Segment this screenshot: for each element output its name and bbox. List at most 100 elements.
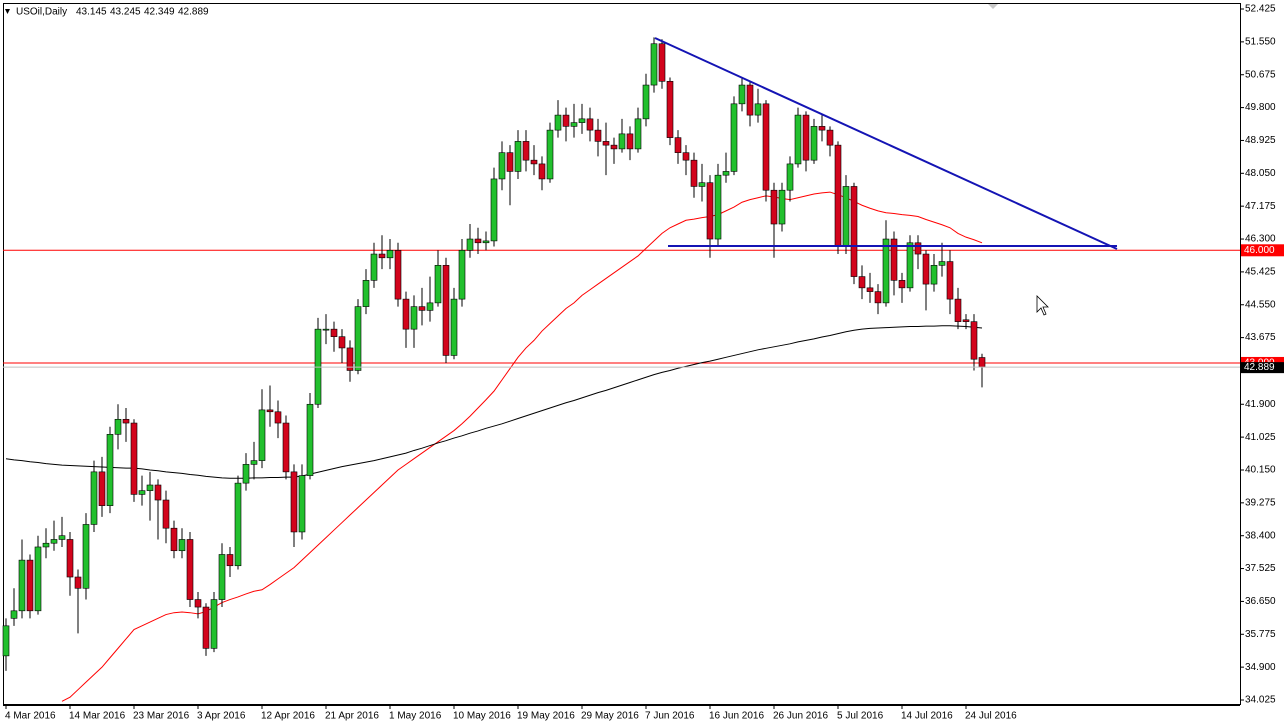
- x-tick-label: 7 Jun 2016: [645, 711, 695, 722]
- candle-body: [810, 126, 818, 161]
- candle-body: [146, 484, 154, 491]
- candle-body: [802, 114, 810, 161]
- candle-body: [34, 546, 42, 612]
- y-tick-label: 45.425: [1245, 267, 1276, 278]
- y-tick-label: 46.300: [1245, 234, 1276, 245]
- candle-body: [274, 411, 282, 424]
- x-tick-label: 29 May 2016: [581, 711, 639, 722]
- candle-body: [482, 240, 490, 244]
- candle-body: [586, 118, 594, 131]
- candle-body: [466, 238, 474, 251]
- y-tick-label: 38.400: [1245, 530, 1276, 541]
- candle-body: [618, 133, 626, 150]
- candle-body: [122, 418, 130, 424]
- candle-body: [634, 118, 642, 150]
- x-tick-label: 26 Jun 2016: [773, 711, 828, 722]
- candle-body: [594, 129, 602, 142]
- candle-body: [682, 152, 690, 161]
- y-tick-label: 39.275: [1245, 497, 1276, 508]
- candle-body: [266, 409, 274, 413]
- y-tick-label: 34.900: [1245, 662, 1276, 673]
- candle-body: [642, 84, 650, 120]
- candle-body: [922, 253, 930, 285]
- candle-body: [722, 171, 730, 176]
- candle-body: [74, 576, 82, 589]
- y-tick-label: 41.900: [1245, 399, 1276, 410]
- candle-body: [874, 291, 882, 304]
- candle-body: [170, 527, 178, 552]
- candle-body: [178, 539, 186, 552]
- candle-body: [698, 182, 706, 187]
- y-tick-label: 48.050: [1245, 168, 1276, 179]
- level-tag-label: 46.000: [1244, 245, 1275, 256]
- candle-body: [626, 133, 634, 150]
- candle-body: [666, 81, 674, 138]
- candle-body: [546, 129, 554, 180]
- moving-average: [5, 325, 983, 479]
- candle-body: [114, 418, 122, 435]
- candle-body: [82, 524, 90, 589]
- candle-body: [522, 141, 530, 161]
- candle-body: [538, 163, 546, 180]
- x-tick-label: 3 Apr 2016: [197, 711, 246, 722]
- cursor: [1036, 295, 1049, 316]
- candle-body: [754, 103, 762, 116]
- candle-body: [602, 141, 610, 146]
- candle-body: [18, 559, 26, 612]
- candle-body: [218, 554, 226, 600]
- symbol-title: USOil,Daily: [16, 7, 67, 18]
- candle-body: [458, 249, 466, 300]
- candle-body: [362, 280, 370, 307]
- trend-line: [654, 37, 1118, 250]
- candle-body: [2, 625, 10, 657]
- candle-body: [978, 357, 986, 368]
- candle-body: [898, 280, 906, 289]
- candle-body: [378, 253, 386, 259]
- y-tick-label: 50.675: [1245, 69, 1276, 80]
- bid-tag: [1241, 362, 1284, 374]
- x-tick-label: 14 Jul 2016: [901, 711, 953, 722]
- y-tick-label: 35.775: [1245, 629, 1276, 640]
- y-tick-label: 37.525: [1245, 563, 1276, 574]
- candle-body: [946, 261, 954, 300]
- candle-body: [322, 328, 330, 331]
- candle-body: [58, 535, 66, 540]
- candle-body: [450, 298, 458, 356]
- candle-body: [370, 253, 378, 281]
- candle-body: [50, 539, 58, 544]
- candle-body: [290, 471, 298, 533]
- candle-body: [970, 321, 978, 360]
- candle-body: [338, 336, 346, 349]
- candle-body: [10, 610, 18, 619]
- menu-triangle[interactable]: [5, 9, 10, 14]
- candle-body: [242, 464, 250, 484]
- y-tick-label: 48.925: [1245, 135, 1276, 146]
- candle-body: [834, 144, 842, 247]
- bid-tag-label: 42.889: [1244, 362, 1275, 373]
- candle-body: [98, 471, 106, 506]
- candle-body: [250, 460, 258, 465]
- candle-body: [794, 114, 802, 165]
- x-tick-label: 16 Jun 2016: [709, 711, 764, 722]
- marks: [2, 37, 1240, 702]
- y-tick-label: 36.650: [1245, 596, 1276, 607]
- x-tick-label: 19 May 2016: [517, 711, 575, 722]
- candle-body: [426, 302, 434, 311]
- x-tick-label: 10 May 2016: [453, 711, 511, 722]
- candle-body: [690, 159, 698, 187]
- candle-body: [762, 103, 770, 191]
- x-tick-label: 5 Jul 2016: [837, 711, 884, 722]
- candle-body: [746, 84, 754, 116]
- candle-body: [490, 178, 498, 242]
- x-tick-label: 24 Jul 2016: [965, 711, 1017, 722]
- y-tick-label: 47.175: [1245, 201, 1276, 212]
- y-tick-label: 49.800: [1245, 102, 1276, 113]
- candle-body: [714, 174, 722, 240]
- header-high: 43.245: [110, 7, 141, 18]
- candle-body: [410, 306, 418, 330]
- x-tick-label: 21 Apr 2016: [325, 711, 379, 722]
- candle-body: [346, 347, 354, 371]
- x-tick-label: 14 Mar 2016: [69, 711, 126, 722]
- candle-body: [730, 103, 738, 172]
